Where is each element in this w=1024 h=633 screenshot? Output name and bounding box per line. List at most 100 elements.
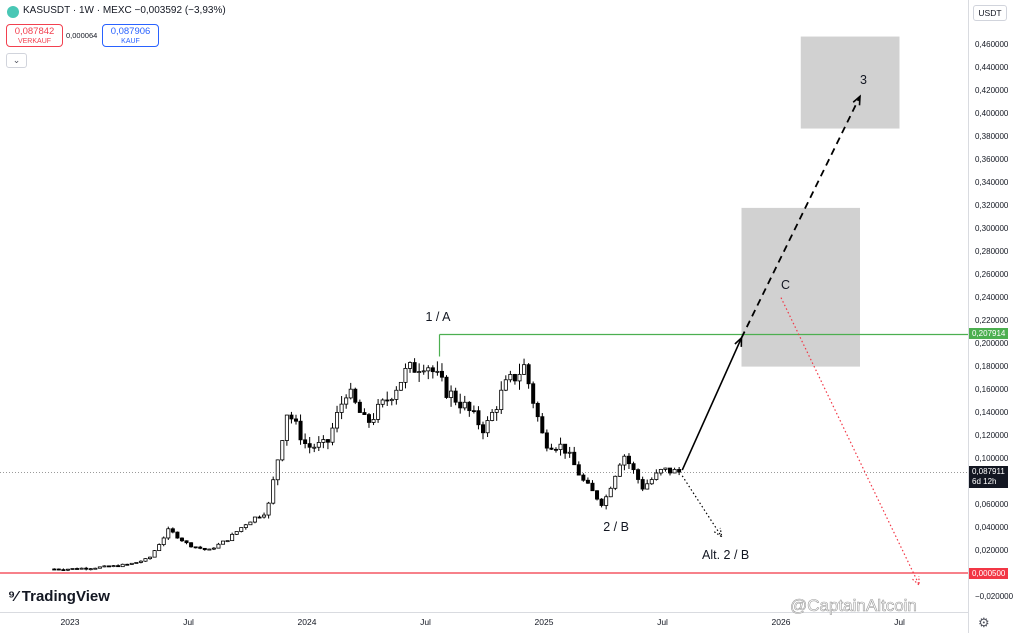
projection-arrowhead — [852, 94, 861, 106]
candle-body — [138, 560, 143, 563]
candle-body — [120, 563, 125, 568]
time-tick-label: Jul — [657, 617, 668, 627]
time-tick-label: 2023 — [60, 617, 80, 627]
candle-body — [339, 403, 344, 413]
candle-body — [125, 563, 130, 566]
price-tick-label: −0,020000 — [975, 591, 1014, 601]
symbol-info[interactable]: KASUSDT · 1W · MEXC — [23, 5, 132, 16]
support-price-tag: 0,000500 — [969, 568, 1009, 579]
time-tick-label: Jul — [420, 617, 431, 627]
candle-body — [481, 424, 486, 434]
candle-body — [544, 432, 549, 449]
candle-body — [225, 540, 230, 543]
price-tick-label: 0,420000 — [975, 85, 1009, 95]
candle-body — [207, 548, 212, 551]
candle-body — [677, 469, 682, 473]
candle-body — [604, 496, 609, 506]
candle-body — [531, 383, 536, 404]
tradingview-logo[interactable]: ⁹⁄ TradingView — [8, 588, 110, 605]
time-tick-label: 2025 — [534, 617, 554, 627]
candle-body — [540, 416, 545, 434]
candle-body — [79, 567, 84, 570]
last-price-tag: 0,087911 6d 12h — [969, 466, 1008, 488]
candle-body — [157, 544, 162, 552]
price-axis-divider — [968, 0, 969, 633]
candle-body — [654, 472, 659, 480]
candle-body — [467, 401, 472, 412]
candle-body — [280, 440, 285, 461]
candle-body — [230, 533, 235, 542]
sell-button[interactable]: 0,087842 VERKAUF — [6, 24, 63, 47]
symbol-line[interactable]: KASUSDT · 1W · MEXC −0,003592 (−3,93%) — [23, 5, 226, 16]
last-price-value: 0,087911 — [972, 467, 1005, 476]
candle-body — [307, 443, 312, 448]
gear-icon[interactable]: ⚙ — [978, 615, 990, 630]
candle-body — [672, 469, 677, 474]
candle-body — [512, 374, 517, 382]
candle-body — [376, 403, 381, 420]
candle-body — [366, 414, 371, 423]
candle-body — [248, 521, 253, 526]
candle-body — [298, 420, 303, 441]
candle-body — [576, 464, 581, 476]
candle-body — [417, 371, 422, 373]
buy-label: KAUF — [121, 38, 140, 45]
price-tick-label: 0,180000 — [975, 361, 1009, 371]
candle-body — [394, 389, 399, 400]
candle-body — [453, 390, 458, 403]
watermark: @CaptainAltcoin — [790, 596, 917, 616]
price-tick-label: 0,380000 — [975, 131, 1009, 141]
candle-body — [70, 568, 75, 570]
wave-label[interactable]: 3 — [860, 73, 867, 88]
price-chart[interactable] — [0, 0, 968, 612]
candle-body — [471, 410, 476, 413]
candle-body — [462, 401, 467, 409]
candle-body — [517, 373, 522, 382]
price-tick-label: 0,440000 — [975, 62, 1009, 72]
candle-body — [275, 459, 280, 481]
candle-body — [389, 399, 394, 402]
candle-body — [293, 418, 298, 422]
candle-body — [553, 448, 558, 451]
projection-path-dotted — [780, 297, 920, 586]
projection-arrowhead — [912, 576, 920, 587]
candle-body — [56, 568, 61, 571]
candle-body — [658, 469, 663, 474]
candle-body — [585, 479, 590, 484]
candle-body — [330, 427, 335, 443]
wave-label[interactable]: Alt. 2 / B — [702, 548, 750, 563]
candle-body — [271, 479, 276, 504]
time-tick-label: Jul — [894, 617, 905, 627]
candle-body — [211, 547, 216, 550]
buy-button[interactable]: 0,087906 KAUF — [102, 24, 159, 47]
candle-body — [663, 467, 668, 470]
collapse-button[interactable]: ⌄ — [6, 53, 27, 68]
price-tick-label: 0,060000 — [975, 499, 1009, 509]
time-axis-divider — [0, 612, 968, 613]
candle-body — [421, 370, 426, 373]
candle-body — [262, 514, 267, 518]
price-tick-label: 0,280000 — [975, 246, 1009, 256]
price-tick-label: 0,260000 — [975, 269, 1009, 279]
candle-body — [503, 379, 508, 391]
candle-body — [348, 388, 353, 399]
currency-button[interactable]: USDT — [973, 5, 1007, 21]
candle-body — [535, 402, 540, 418]
candle-body — [362, 412, 367, 415]
candle-body — [353, 388, 358, 403]
candle-body — [316, 442, 321, 448]
candle-body — [572, 451, 577, 466]
wave-label[interactable]: C — [781, 278, 791, 293]
candle-body — [198, 546, 203, 549]
wave-projection-paths — [681, 94, 920, 587]
candle-body — [312, 446, 317, 449]
candle-body — [458, 401, 463, 409]
candle-body — [567, 451, 572, 454]
candle-body — [398, 381, 403, 391]
wave-label[interactable]: 1 / A — [425, 310, 451, 325]
candle-body — [408, 362, 413, 369]
wave-label[interactable]: 2 / B — [603, 519, 629, 534]
candle-body — [558, 443, 563, 451]
candle-body — [613, 475, 618, 489]
candle-body — [116, 565, 121, 568]
